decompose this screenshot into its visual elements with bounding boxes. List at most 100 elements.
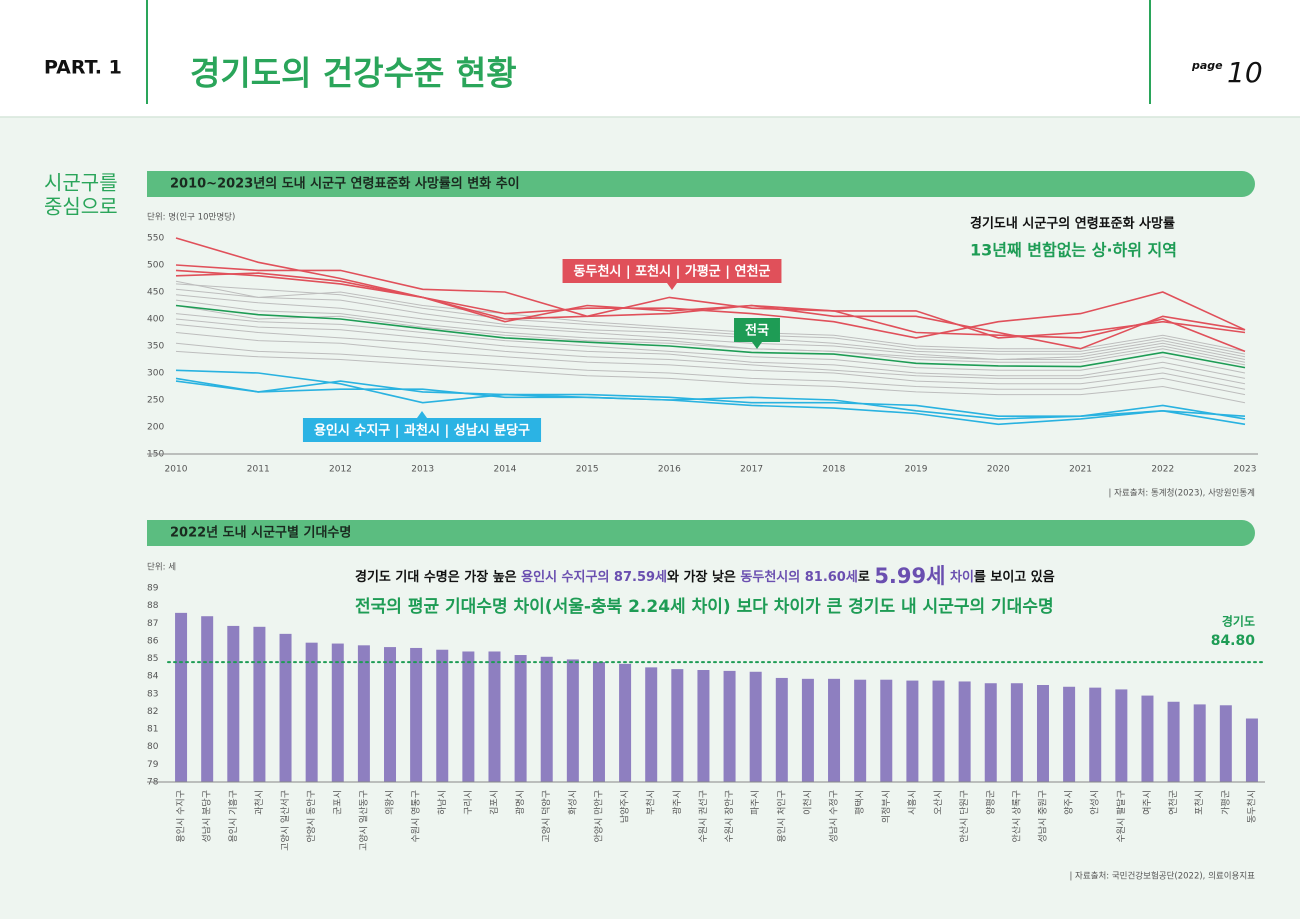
x-tick-label: 2021 (1069, 465, 1092, 475)
x-tick-label: 광명시 (514, 790, 526, 815)
page-title: 경기도의 건강수준 현황 (190, 54, 517, 93)
series-line (175, 269, 1246, 339)
series-line (175, 272, 1246, 353)
y-tick-label: 300 (147, 369, 164, 379)
x-tick-label: 안양시 동안구 (306, 790, 317, 843)
annotation: 경기도내 시군구의 연령표준화 사망률 (970, 216, 1175, 232)
series-line (175, 377, 1246, 417)
series-line (175, 283, 1246, 355)
bar (488, 651, 501, 782)
bar (932, 680, 945, 782)
annotation: 경기도 기대 수명은 가장 높은 용인시 수지구의 87.59세와 가장 낮은 … (355, 564, 1055, 588)
series-line (175, 323, 1246, 385)
y-tick-label: 83 (147, 689, 158, 699)
series-line (175, 332, 1246, 390)
x-tick-label: 2018 (822, 465, 845, 475)
y-tick-label: 550 (147, 234, 164, 244)
bar (1245, 718, 1258, 782)
x-tick-label: 부천시 (646, 790, 657, 815)
callout-pointer (667, 283, 677, 290)
x-tick-label: 포천시 (1194, 790, 1205, 815)
page-number: 10 (1227, 56, 1263, 89)
annotation-part: 와 가장 낮은 (667, 569, 740, 585)
y-tick-label: 88 (147, 601, 159, 611)
x-tick-label: 용인시 기흥구 (227, 790, 239, 843)
bar (1219, 705, 1232, 782)
series-line (175, 294, 1246, 361)
y-tick-label: 250 (147, 396, 164, 406)
bar (410, 647, 423, 782)
section-label: 시군구를 (44, 171, 118, 195)
unit-label: 단위: 세 (147, 562, 176, 573)
y-tick-label: 79 (147, 760, 159, 770)
bar (828, 678, 841, 782)
x-tick-label: 2012 (329, 465, 352, 475)
x-tick-label: 양평군 (985, 790, 996, 815)
bar (357, 645, 370, 782)
bar (880, 679, 893, 782)
series-line (175, 299, 1246, 366)
bar (305, 642, 318, 782)
bar (462, 651, 475, 782)
annotation-part: 를 보이고 있음 (974, 569, 1055, 585)
x-tick-label: 남양주시 (620, 790, 631, 823)
bar (723, 670, 736, 782)
y-tick-label: 87 (147, 619, 158, 629)
series-line (175, 305, 1246, 363)
chart-title: 2010~2023년의 도내 시군구 연령표준화 사망률의 변화 추이 (170, 176, 520, 192)
bar (436, 649, 449, 782)
x-tick-label: 과천시 (254, 790, 265, 815)
annotation-part: 5.99세 (874, 564, 945, 588)
y-tick-label: 81 (147, 725, 158, 735)
header-band (0, 0, 1300, 117)
y-tick-label: 82 (147, 707, 158, 717)
bar (227, 625, 240, 782)
bar (1010, 683, 1023, 782)
source: | 자료출처: 통계청(2023), 사망원인통계 (1109, 488, 1255, 499)
bar (671, 669, 684, 782)
bar (1193, 704, 1206, 782)
title-bar (147, 520, 1255, 546)
callout: 용인시 수지구 | 과천시 | 성남시 분당구 (302, 411, 542, 442)
bar (384, 647, 397, 782)
series-line (175, 318, 1246, 379)
x-tick-label: 2011 (247, 465, 270, 475)
x-tick-label: 김포시 (488, 790, 500, 815)
x-tick-label: 2017 (740, 465, 763, 475)
series-line (175, 313, 1246, 374)
x-tick-label: 광주시 (671, 790, 683, 815)
y-tick-label: 80 (147, 742, 159, 752)
bar (1167, 701, 1180, 782)
x-tick-label: 수원시 장안구 (724, 790, 735, 843)
bar (645, 667, 658, 782)
y-tick-label: 84 (147, 672, 159, 682)
series-line (175, 350, 1246, 404)
bar (619, 663, 632, 782)
bar (1115, 689, 1128, 782)
x-tick-label: 구리시 (463, 790, 474, 815)
x-tick-label: 파주시 (750, 790, 761, 815)
x-tick-label: 2023 (1234, 465, 1257, 475)
callout-box (562, 259, 782, 283)
callout-pointer (417, 411, 427, 418)
annotation-part: 로 (858, 570, 875, 585)
x-tick-label: 2013 (411, 465, 434, 475)
y-tick-label: 200 (147, 423, 164, 433)
series-line (175, 264, 1246, 339)
x-tick-label: 하남시 (437, 790, 448, 815)
x-tick-label: 안성시 (1090, 790, 1101, 815)
x-tick-label: 의정부시 (881, 790, 892, 823)
callout-label: 용인시 수지구 | 과천시 | 성남시 분당구 (314, 423, 530, 439)
x-tick-label: 여주시 (1141, 790, 1153, 815)
x-tick-label: 용인시 수지구 (176, 790, 187, 843)
bar (566, 659, 579, 782)
x-tick-label: 안양시 만안구 (593, 790, 604, 843)
x-tick-label: 용인시 처인구 (775, 790, 787, 843)
callout-label: 동두천시 | 포천시 | 가평군 | 연천군 (574, 264, 771, 280)
x-tick-label: 성남시 수정구 (829, 790, 840, 843)
bar (984, 683, 997, 782)
x-tick-label: 화성시 (567, 790, 578, 815)
bar (331, 643, 344, 782)
x-tick-label: 양주시 (1064, 790, 1075, 815)
y-tick-label: 89 (147, 584, 159, 594)
